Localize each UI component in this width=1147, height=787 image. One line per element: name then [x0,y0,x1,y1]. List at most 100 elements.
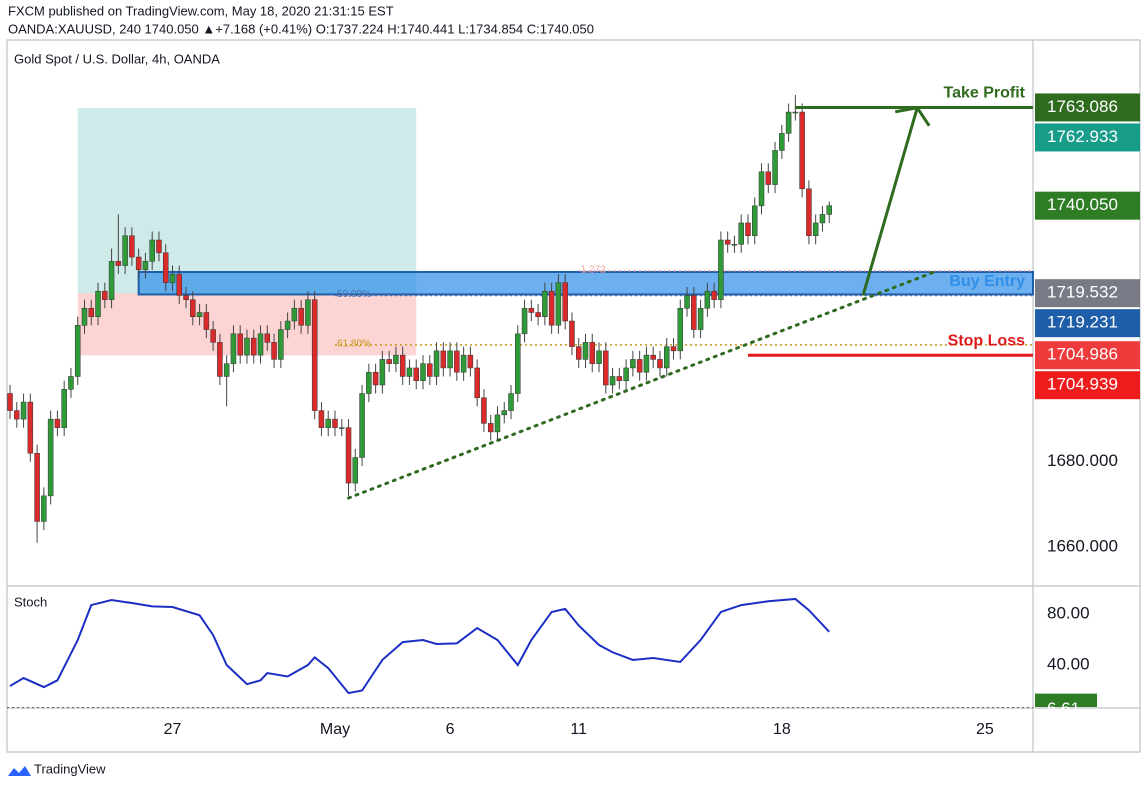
candle-body [379,359,386,386]
candle-body [650,354,656,360]
candle-body [596,350,602,364]
take-profit-label: Take Profit [944,85,1026,102]
candle-body [142,261,149,271]
candle-body [636,359,643,373]
x-tick-label: May [320,721,350,738]
fib-label: 61.80% [337,339,371,350]
indicator-title: Stoch [14,594,47,609]
candle-body [826,205,832,215]
candle-body [41,495,47,522]
candle-body [548,290,555,326]
candle-body [230,333,237,364]
candle-body [582,342,589,360]
candle-body [569,320,575,347]
candle-body [169,273,176,283]
candle-body [47,418,54,497]
candle-body [257,333,264,356]
candle-body [515,333,521,394]
candle-body [427,363,433,377]
price-tag [1035,123,1140,152]
price-tag-label: 1719.231 [1047,313,1118,332]
candle-body [61,389,67,428]
y-tick-label: 1660.000 [1047,537,1118,556]
logo: TradingView [8,761,106,776]
candle-body [372,371,379,386]
price-tag [1035,341,1140,370]
arrow-shaft [861,107,919,296]
candle-body [366,371,372,394]
price-tag-label: 1740.050 [1047,195,1118,214]
candle-body [467,354,474,369]
candle-body [758,171,765,207]
candle-body [359,393,365,458]
candle-body [345,427,352,484]
candle-body [684,295,690,309]
trendline [347,270,936,500]
candle-body [487,423,494,433]
candle-body [271,342,277,360]
candle-body [156,239,162,254]
candle-body [474,367,480,399]
candle-body [657,359,663,369]
arrow-head [894,106,931,127]
candle-body [555,282,562,326]
logo-text: TradingView [34,761,106,776]
candle-body [494,414,501,433]
candle-body [237,333,243,356]
candle-body [325,418,331,428]
candle-body [81,307,88,326]
candle-body [420,363,426,381]
candle-body [244,337,250,356]
candle-body [528,307,535,313]
x-tick-label: 27 [164,721,182,738]
candle-body [7,393,13,411]
candle-body [718,239,724,300]
logo-icon [8,766,31,776]
candle-body [711,290,717,300]
candle-body [203,312,210,330]
candle-body [54,418,61,428]
candle-body [135,256,142,271]
candle-body [311,299,318,411]
candle-body [670,346,677,352]
candle-body [433,350,440,377]
candle-body [785,111,792,134]
chart-title: Gold Spot / U.S. Dollar, 4h, OANDA [14,51,220,66]
price-tag-label: 1719.532 [1047,283,1118,302]
candle-body [799,111,805,190]
candle-body [731,244,738,246]
candle-body [27,401,34,454]
candle-body [623,367,629,381]
candle-body [190,299,196,318]
candle-body [352,457,359,484]
x-tick-label: 11 [570,721,587,738]
price-tag [1035,309,1140,338]
candle-body [196,312,203,318]
candle-body [95,290,101,318]
candle-body [792,111,799,114]
candle-body [603,350,609,386]
publisher-line: FXCM published on TradingView.com, May 1… [8,3,394,18]
candle-body [501,410,507,416]
candle-body [250,337,257,356]
candle-body [264,333,271,343]
candle-body [643,354,650,373]
price-tag-label: 1763.086 [1047,97,1118,116]
candle-body [765,171,772,185]
value-tag-label: 6.61 [1047,699,1080,718]
candle-body [393,354,399,364]
candle-body [399,354,406,377]
candle-body [115,261,122,266]
candle-body [481,397,487,424]
candle-body [440,350,447,369]
buy-entry-label: Buy Entry [949,273,1025,290]
price-tag-label: 1704.986 [1047,345,1118,364]
candle-body [102,290,108,300]
candle-body [677,307,684,352]
candle-body [386,359,392,364]
candle-body [162,252,169,283]
stop-loss-label: Stop Loss [948,332,1025,349]
x-tick-label: 18 [773,721,791,738]
